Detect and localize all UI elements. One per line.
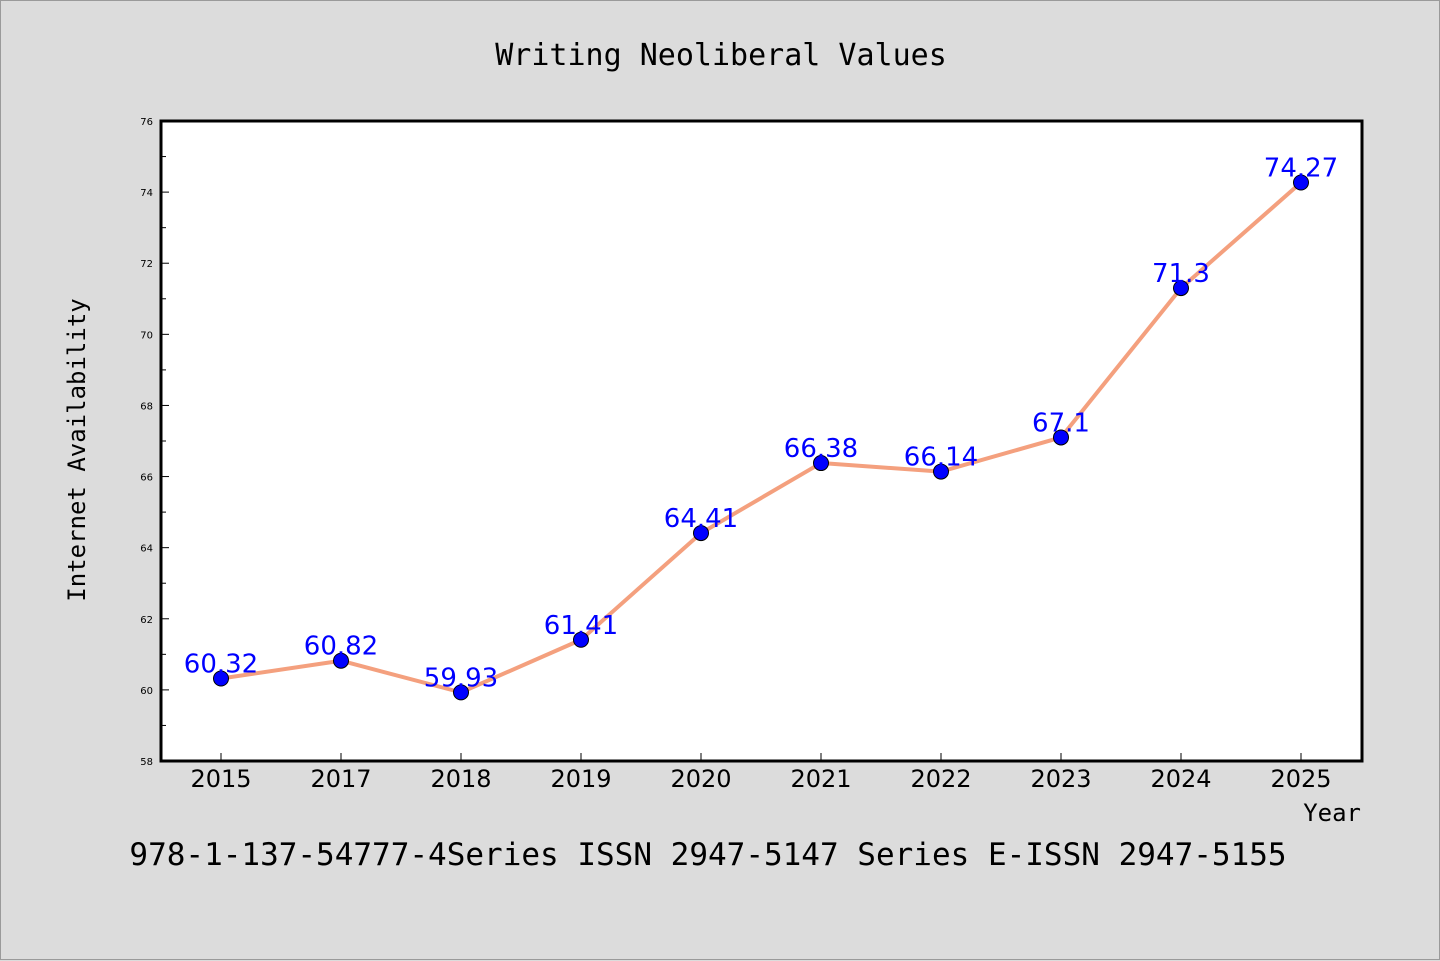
data-point: [813, 455, 829, 472]
footer-text: 978-1-137-54777-4Series ISSN 2947-5147 S…: [129, 837, 1286, 873]
y-tick-label: 76: [140, 117, 153, 128]
data-label: 74.27: [1264, 154, 1338, 184]
y-tick-label: 58: [140, 757, 153, 768]
y-tick-label: 66: [140, 473, 153, 484]
y-tick-label: 74: [140, 188, 153, 199]
data-point: [453, 684, 469, 701]
x-axis-label: Year: [1303, 799, 1361, 827]
data-point: [1293, 174, 1309, 191]
data-label: 60.32: [184, 650, 258, 680]
x-tick-label: 2015: [190, 765, 251, 793]
x-tick-label: 2017: [310, 765, 371, 793]
data-label: 64.41: [664, 504, 738, 534]
data-point: [1053, 429, 1069, 446]
data-labels: 60.32 60.82 59.93 61.41 64.41 66.38 66.14 67.1 7…: [184, 154, 1338, 694]
x-tick-label: 2020: [670, 765, 731, 793]
chart-title: Writing Neoliberal Values: [495, 38, 947, 73]
x-tick-label: 2024: [1150, 765, 1211, 793]
data-label: 66.38: [784, 434, 858, 464]
data-label: 67.1: [1032, 408, 1090, 438]
data-label: 61.41: [544, 611, 618, 641]
x-tick-label: 2023: [1030, 765, 1091, 793]
y-tick-label: 60: [140, 686, 153, 697]
data-point: [573, 631, 589, 648]
y-tick-label: 64: [140, 544, 153, 555]
data-label: 71.3: [1152, 259, 1210, 289]
x-tick-label: 2018: [430, 765, 491, 793]
data-point: [1173, 280, 1189, 297]
y-tick-label: 70: [140, 330, 153, 341]
x-tick-label: 2021: [790, 765, 851, 793]
data-label: 59.93: [424, 663, 498, 693]
axis-ticks: 58 60 62 64 66 68 70 72 74 76 2015 2017 2018 2019 2020…: [140, 117, 1331, 793]
data-point: [693, 525, 709, 542]
x-tick-label: 2025: [1270, 765, 1331, 793]
y-axis-label: Internet Availability: [63, 298, 91, 601]
data-point: [933, 463, 949, 480]
series-line: [219, 180, 1303, 695]
data-label: 66.14: [904, 443, 978, 473]
series-line-layer: [219, 180, 1303, 695]
y-tick-label: 62: [140, 615, 153, 626]
y-tick-label: 72: [140, 259, 153, 270]
plot-area: [161, 121, 1362, 761]
y-tick-label: 68: [140, 401, 153, 412]
plot-frame: [159, 119, 1364, 763]
data-point: [213, 670, 229, 687]
x-tick-label: 2022: [910, 765, 971, 793]
data-point: [333, 652, 349, 669]
data-label: 60.82: [304, 632, 378, 662]
x-tick-label: 2019: [550, 765, 611, 793]
data-points: [213, 174, 1309, 701]
